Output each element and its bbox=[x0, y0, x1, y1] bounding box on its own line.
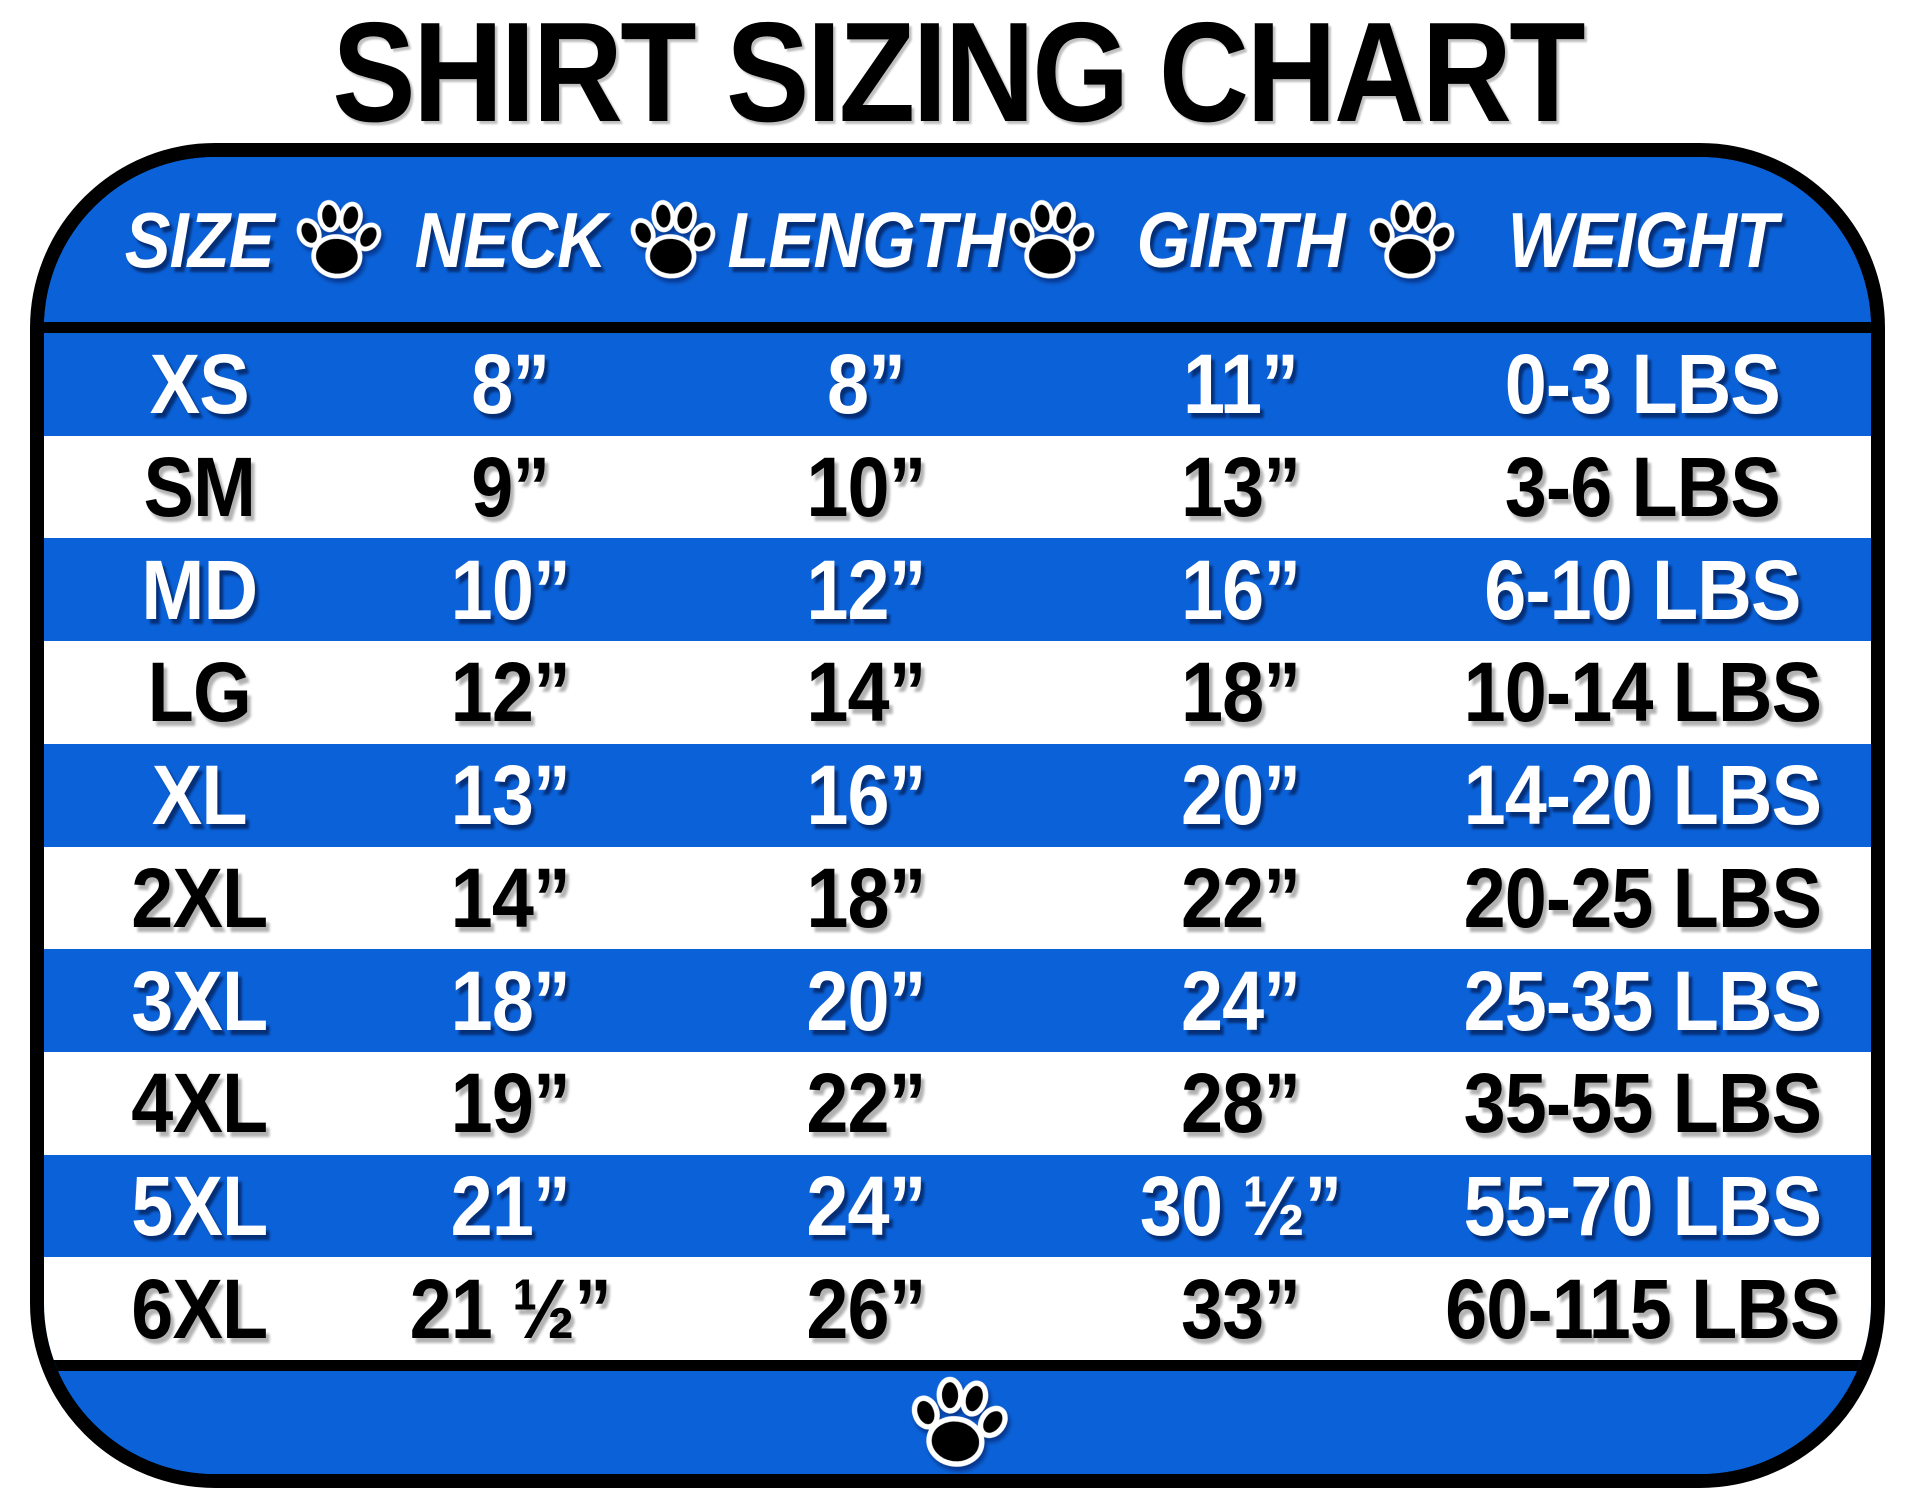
weight-cell: 35-55 LBS bbox=[1463, 1056, 1822, 1151]
table-row: 5XL 21” 24” 30 ½” 55-70 LBS bbox=[44, 1154, 1871, 1258]
length-cell: 16” bbox=[806, 748, 927, 843]
weight-cell: 55-70 LBS bbox=[1463, 1158, 1822, 1253]
column-header-length: LENGTH bbox=[727, 195, 1006, 284]
paw-icon bbox=[627, 194, 719, 286]
paw-icon bbox=[1005, 194, 1097, 286]
paw-icon bbox=[902, 1367, 1013, 1478]
girth-cell: 33” bbox=[1181, 1261, 1301, 1356]
neck-cell: 14” bbox=[450, 850, 570, 945]
neck-cell: 19” bbox=[450, 1056, 570, 1151]
table-row: SM 9” 10” 13” 3-6 LBS bbox=[44, 435, 1871, 539]
table-row: 4XL 19” 22” 28” 35-55 LBS bbox=[44, 1051, 1871, 1155]
length-cell: 20” bbox=[806, 953, 927, 1048]
size-cell: 3XL bbox=[131, 953, 268, 1048]
length-cell: 18” bbox=[806, 850, 927, 945]
weight-cell: 0-3 LBS bbox=[1505, 337, 1781, 432]
girth-cell: 13” bbox=[1181, 440, 1301, 535]
table-row: 6XL 21 ½” 26” 33” 60-115 LBS bbox=[44, 1257, 1871, 1361]
neck-cell: 12” bbox=[450, 645, 570, 740]
girth-cell: 22” bbox=[1181, 850, 1301, 945]
girth-cell: 30 ½” bbox=[1139, 1158, 1342, 1253]
size-cell: MD bbox=[141, 542, 258, 637]
neck-cell: 13” bbox=[450, 748, 570, 843]
size-cell: 4XL bbox=[131, 1056, 268, 1151]
size-cell: SM bbox=[143, 440, 256, 535]
weight-cell: 60-115 LBS bbox=[1445, 1261, 1840, 1356]
column-header-weight: WEIGHT bbox=[1507, 195, 1778, 284]
size-cell: 2XL bbox=[131, 850, 268, 945]
table-footer bbox=[44, 1371, 1871, 1474]
length-cell: 22” bbox=[806, 1056, 927, 1151]
girth-cell: 18” bbox=[1181, 645, 1301, 740]
length-cell: 8” bbox=[827, 337, 906, 432]
size-cell: 6XL bbox=[131, 1261, 268, 1356]
neck-cell: 18” bbox=[450, 953, 570, 1048]
neck-cell: 8” bbox=[470, 337, 550, 432]
neck-cell: 21 ½” bbox=[409, 1261, 611, 1356]
girth-cell: 28” bbox=[1181, 1056, 1301, 1151]
length-cell: 10” bbox=[806, 440, 927, 535]
table-row: MD 10” 12” 16” 6-10 LBS bbox=[44, 538, 1871, 642]
weight-cell: 20-25 LBS bbox=[1463, 850, 1822, 945]
girth-cell: 16” bbox=[1181, 542, 1301, 637]
weight-cell: 3-6 LBS bbox=[1505, 440, 1781, 535]
length-cell: 24” bbox=[806, 1158, 927, 1253]
footer-divider bbox=[44, 1360, 1871, 1371]
length-cell: 26” bbox=[806, 1261, 927, 1356]
table-row: 2XL 14” 18” 22” 20-25 LBS bbox=[44, 846, 1871, 950]
column-header-size: SIZE bbox=[124, 195, 275, 284]
neck-cell: 21” bbox=[450, 1158, 570, 1253]
size-cell: LG bbox=[147, 645, 252, 740]
length-cell: 12” bbox=[806, 542, 927, 637]
size-cell: XL bbox=[151, 748, 248, 843]
size-cell: 5XL bbox=[131, 1158, 268, 1253]
girth-cell: 24” bbox=[1181, 953, 1301, 1048]
paw-icon bbox=[1365, 194, 1457, 286]
girth-cell: 11” bbox=[1183, 337, 1299, 432]
weight-cell: 6-10 LBS bbox=[1484, 542, 1801, 637]
paw-icon bbox=[292, 194, 384, 286]
length-cell: 14” bbox=[806, 645, 927, 740]
page-title: SHIRT SIZING CHART bbox=[0, 0, 1915, 152]
page-title-text: SHIRT SIZING CHART bbox=[332, 0, 1585, 152]
sizing-table-card: SIZE NECK LENGTH GIRTH WEIGHT XS 8” 8” 1… bbox=[30, 143, 1885, 1488]
header-grid: SIZE NECK LENGTH GIRTH WEIGHT bbox=[44, 157, 1871, 322]
table-row: 3XL 18” 20” 24” 25-35 LBS bbox=[44, 949, 1871, 1052]
size-cell: XS bbox=[149, 337, 250, 432]
table-row: XS 8” 8” 11” 0-3 LBS bbox=[44, 333, 1871, 436]
column-header-neck: NECK bbox=[414, 195, 606, 284]
neck-cell: 10” bbox=[450, 542, 570, 637]
header-divider bbox=[44, 322, 1871, 333]
table-row: XL 13” 16” 20” 14-20 LBS bbox=[44, 743, 1871, 847]
table-body: XS 8” 8” 11” 0-3 LBS SM 9” 10” 13” 3-6 L… bbox=[44, 333, 1871, 1361]
neck-cell: 9” bbox=[470, 440, 550, 535]
weight-cell: 10-14 LBS bbox=[1463, 645, 1822, 740]
weight-cell: 14-20 LBS bbox=[1463, 748, 1822, 843]
table-row: LG 12” 14” 18” 10-14 LBS bbox=[44, 641, 1871, 744]
column-header-girth: GIRTH bbox=[1136, 195, 1346, 284]
girth-cell: 20” bbox=[1181, 748, 1301, 843]
table-header-row: SIZE NECK LENGTH GIRTH WEIGHT bbox=[44, 157, 1871, 322]
weight-cell: 25-35 LBS bbox=[1463, 953, 1822, 1048]
